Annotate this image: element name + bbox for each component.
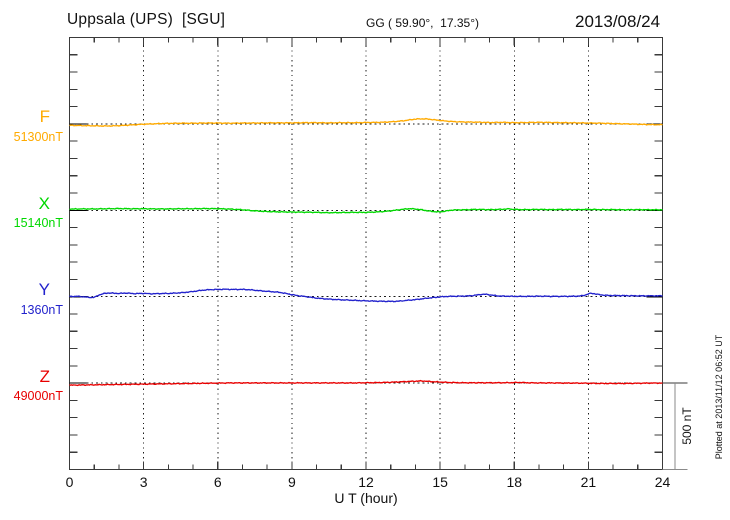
plot-frame	[68, 36, 664, 471]
trace-Z	[69, 379, 663, 387]
trace-F	[69, 117, 663, 127]
series-name-Z: Z	[39, 366, 50, 386]
series-name-X: X	[38, 193, 50, 213]
series-baseline-Y: 1360nT	[20, 302, 63, 317]
x-tick-label-21: 21	[580, 474, 597, 490]
station-title: Uppsala (UPS) [SGU]	[67, 11, 226, 28]
series-baseline-Z: 49000nT	[13, 389, 63, 404]
trace-Y	[69, 288, 663, 303]
x-tick-label-24: 24	[654, 474, 671, 490]
x-tick-label-0: 0	[65, 474, 74, 490]
record-date: 2013/08/24	[575, 12, 661, 31]
x-tick-label-9: 9	[287, 474, 296, 490]
x-tick-label-12: 12	[358, 474, 374, 490]
x-tick-label-6: 6	[213, 474, 222, 490]
series-baseline-F: 51300nT	[13, 129, 63, 144]
series-name-F: F	[39, 107, 50, 127]
x-axis-title: U T (hour)	[334, 490, 398, 506]
series-baseline-X: 15140nT	[13, 216, 63, 231]
x-tick-label-15: 15	[432, 474, 448, 490]
scale-bar-label: 500 nT	[680, 407, 694, 445]
trace-X	[69, 207, 663, 214]
x-tick-label-3: 3	[139, 474, 148, 490]
plot-timestamp: Plotted at 2013/11/12 06:52 UT	[714, 334, 724, 460]
x-tick-label-18: 18	[506, 474, 523, 490]
geographic-coordinates: GG ( 59.90°, 17.35°)	[366, 16, 479, 30]
series-name-Y: Y	[38, 280, 50, 300]
